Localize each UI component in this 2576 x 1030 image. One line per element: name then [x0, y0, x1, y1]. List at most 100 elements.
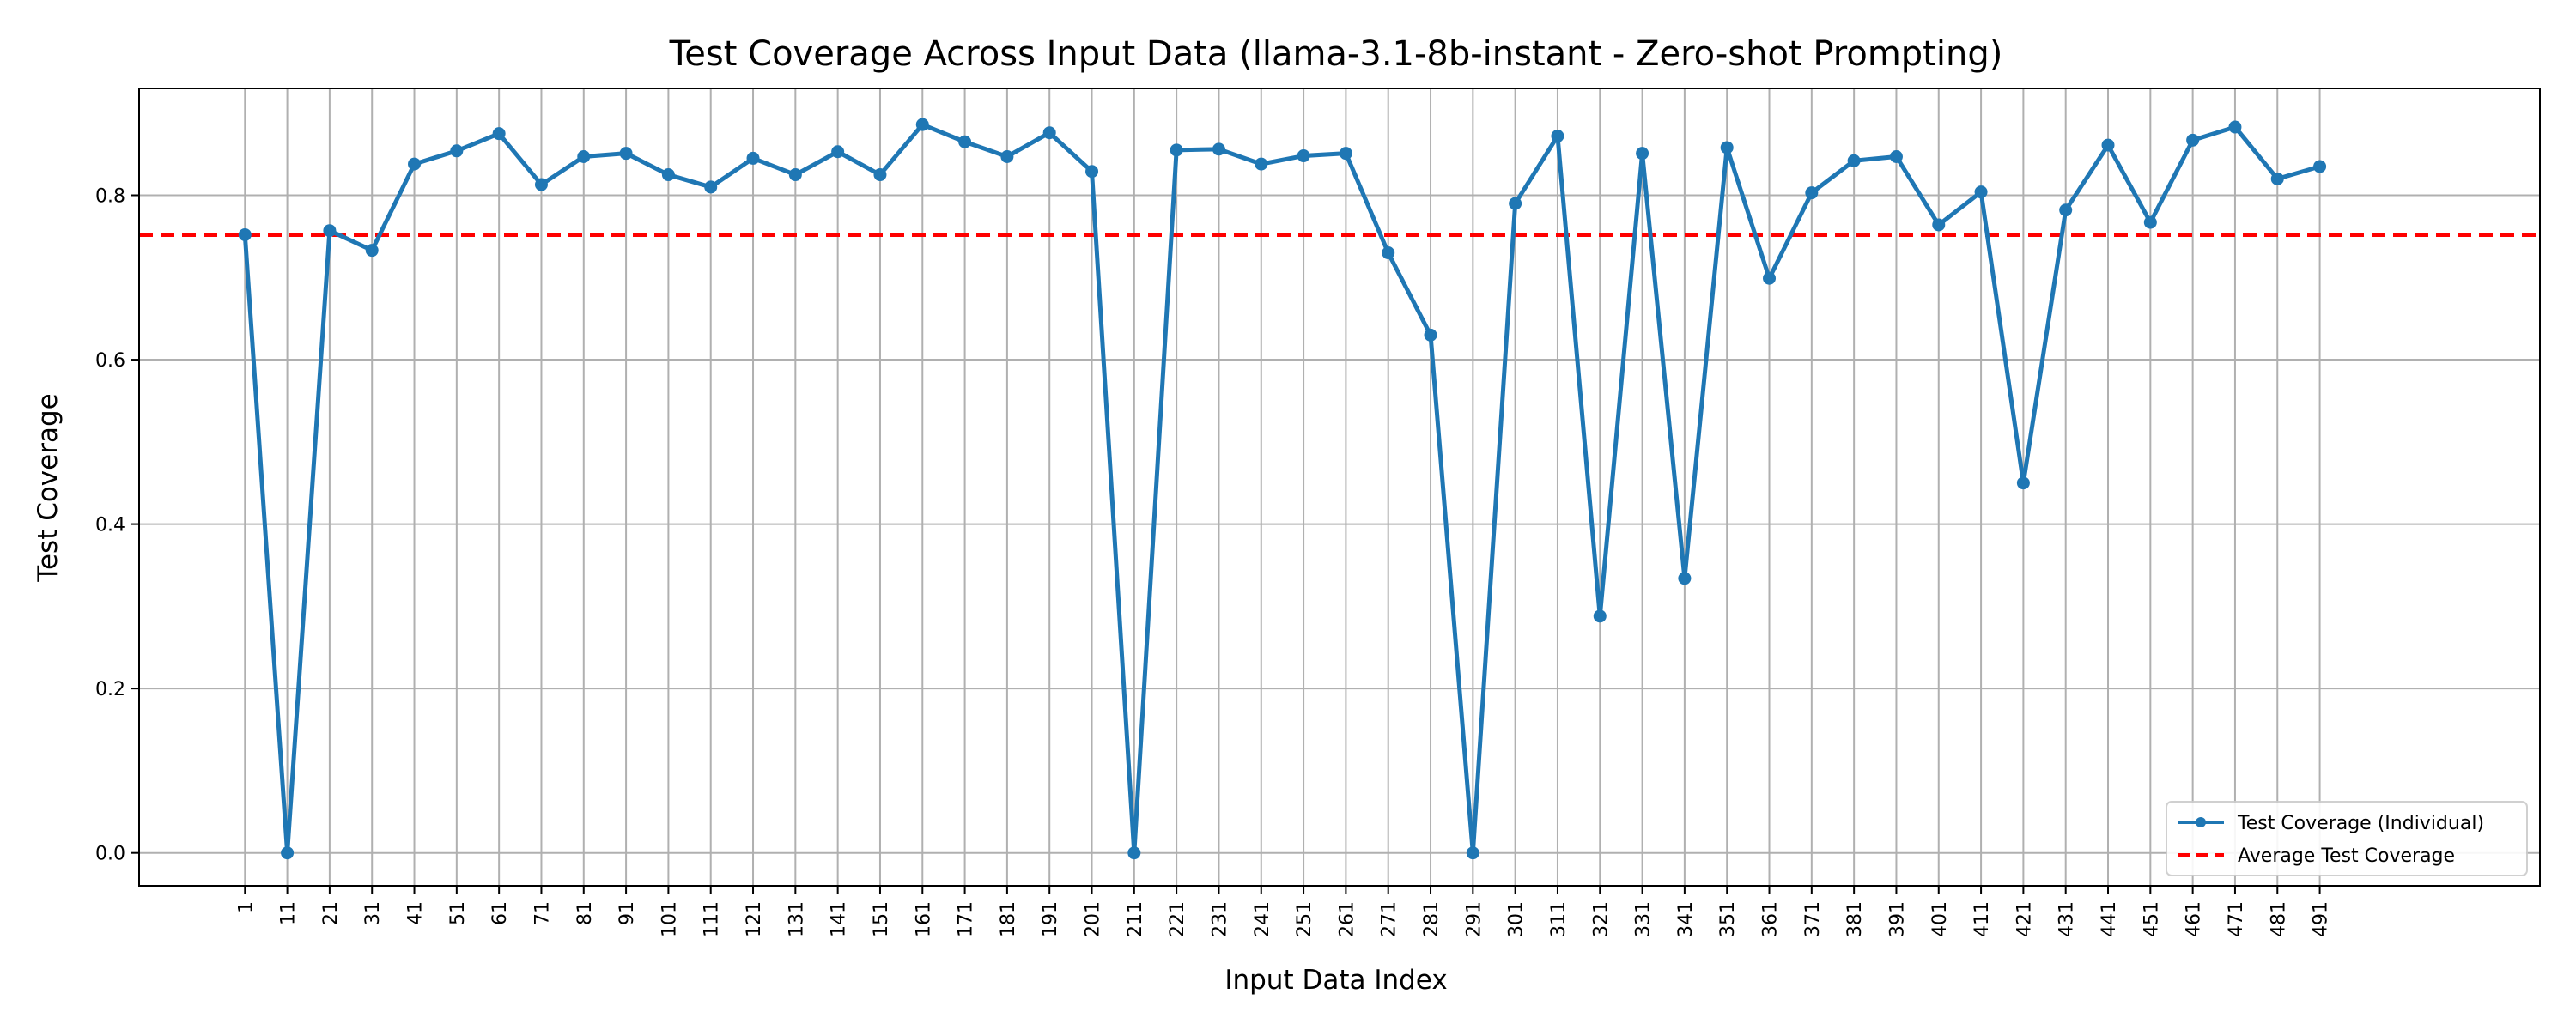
x-tick-label: 461	[2184, 901, 2205, 937]
data-point	[831, 145, 845, 159]
data-point	[1042, 126, 1056, 140]
x-tick-label: 61	[489, 901, 511, 925]
plot-frame	[138, 88, 2541, 887]
data-point	[1551, 130, 1564, 143]
data-point	[1763, 271, 1777, 285]
x-tick-label: 31	[362, 901, 384, 925]
x-tick-label: 221	[1167, 901, 1188, 937]
x-tick-label: 121	[744, 901, 765, 937]
data-point	[2059, 203, 2073, 217]
x-tick-label: 1	[235, 901, 257, 913]
series-line	[242, 122, 2321, 856]
data-point	[1000, 149, 1014, 163]
data-point	[788, 168, 802, 182]
x-tick-label: 161	[913, 901, 934, 937]
data-point	[2186, 133, 2200, 147]
data-point	[1678, 572, 1692, 585]
x-tick-label: 411	[1971, 901, 1993, 937]
x-tick-label: 211	[1125, 901, 1146, 937]
legend: Test Coverage (Individual) Average Test …	[2166, 801, 2528, 876]
data-point	[577, 149, 591, 163]
data-point	[1255, 157, 1268, 171]
x-tick-label: 281	[1421, 901, 1443, 937]
y-tick-label: 0.2	[95, 679, 125, 700]
data-point	[1339, 147, 1352, 161]
data-point	[1932, 218, 1946, 232]
x-tick-label: 41	[405, 901, 427, 925]
data-point	[2313, 160, 2327, 173]
data-point	[661, 168, 675, 182]
x-tick-label: 81	[574, 901, 596, 925]
data-point	[958, 135, 972, 148]
data-point	[534, 178, 548, 191]
x-tick-label: 451	[2141, 901, 2162, 937]
x-tick-label: 261	[1336, 901, 1358, 937]
data-point	[1170, 143, 1183, 157]
x-tick-label: 481	[2268, 901, 2289, 937]
data-point	[1466, 846, 1479, 860]
data-point	[1720, 141, 1734, 154]
data-point	[873, 168, 887, 182]
x-tick-label: 21	[320, 901, 342, 925]
data-point	[1212, 142, 1225, 156]
data-point	[1636, 147, 1649, 161]
data-point	[1085, 165, 1099, 179]
y-axis-label: Test Coverage	[33, 393, 64, 582]
x-tick-label: 441	[2099, 901, 2120, 937]
data-point	[1424, 328, 1437, 342]
data-point	[408, 157, 422, 171]
x-tick-label: 301	[1506, 901, 1528, 937]
x-tick-label: 491	[2311, 901, 2332, 937]
data-point	[238, 227, 252, 241]
y-tick-label: 0.6	[95, 350, 125, 372]
x-tick-label: 131	[786, 901, 807, 937]
x-axis-label: Input Data Index	[1224, 965, 1447, 996]
x-tick-label: 51	[447, 901, 469, 925]
x-tick-label: 141	[829, 901, 850, 937]
series-layer	[238, 118, 2327, 860]
x-tick-label: 241	[1252, 901, 1273, 937]
data-point	[2228, 120, 2242, 134]
x-tick-label: 11	[278, 901, 300, 925]
data-point	[1889, 149, 1903, 163]
data-point	[704, 180, 718, 194]
data-point	[2016, 476, 2030, 490]
x-tick-labels: 1 11 21 31 41 51 61 71 81 91 101 111 121 131 141 151 161…	[235, 886, 2332, 937]
legend-average-label: Average Test Coverage	[2238, 845, 2455, 867]
x-tick-label: 321	[1590, 901, 1612, 937]
x-tick-label: 231	[1209, 901, 1230, 937]
x-tick-label: 111	[702, 901, 723, 937]
x-tick-label: 101	[659, 901, 680, 937]
data-point	[915, 118, 929, 131]
x-tick-label: 401	[1929, 901, 1951, 937]
legend-box	[2166, 801, 2528, 876]
x-tick-label: 271	[1379, 901, 1400, 937]
x-tick-label: 371	[1802, 901, 1824, 937]
data-point	[2101, 138, 2115, 152]
data-point	[2143, 215, 2157, 229]
x-tick-label: 91	[617, 901, 638, 925]
data-point	[1805, 186, 1819, 200]
x-tick-label: 381	[1844, 901, 1866, 937]
legend-series-label: Test Coverage (Individual)	[2237, 813, 2484, 834]
data-point	[1297, 149, 1310, 163]
y-tick-labels: 0.0 0.2 0.4 0.6 0.8	[95, 186, 139, 865]
x-tick-label: 191	[1040, 901, 1061, 937]
x-tick-label: 391	[1886, 901, 1908, 937]
data-point	[492, 127, 506, 141]
y-tick-label: 0.4	[95, 515, 125, 536]
y-tick-label: 0.8	[95, 186, 125, 208]
legend-series-marker	[2196, 817, 2206, 827]
data-point	[1593, 609, 1607, 623]
x-tick-label: 151	[871, 901, 892, 937]
x-tick-label: 431	[2057, 901, 2078, 937]
data-point	[1382, 246, 1395, 260]
data-point	[746, 151, 760, 165]
x-tick-label: 471	[2226, 901, 2247, 937]
x-tick-label: 291	[1463, 901, 1485, 937]
data-point	[450, 144, 464, 158]
data-point	[2270, 172, 2284, 185]
data-point	[1974, 185, 1988, 199]
